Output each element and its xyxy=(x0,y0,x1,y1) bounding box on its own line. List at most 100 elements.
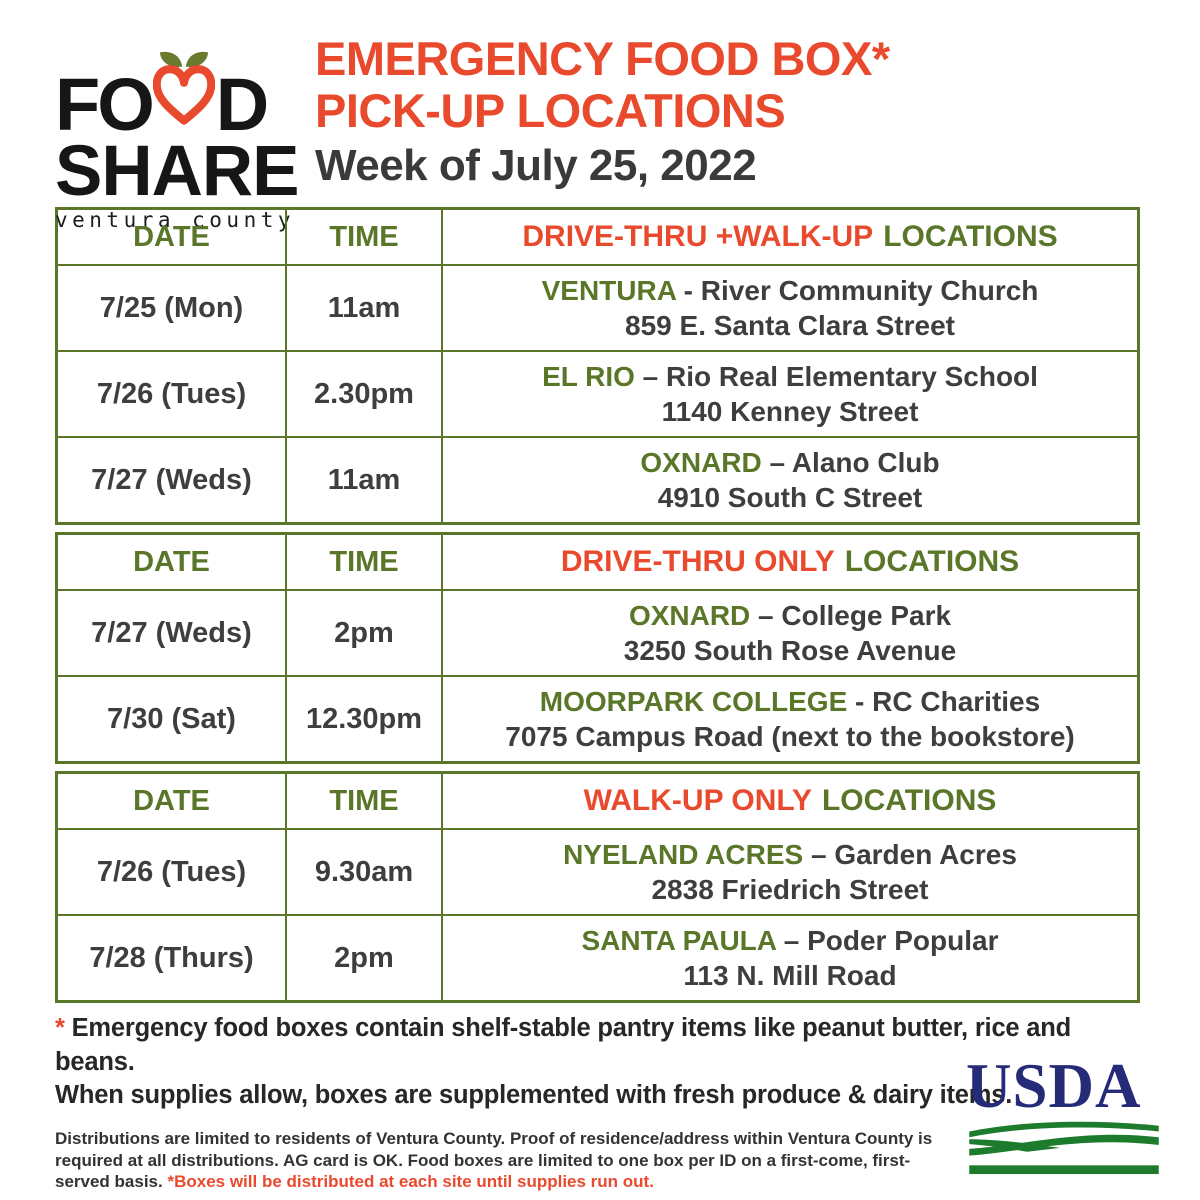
location-cell: MOORPARK COLLEGE - RC Charities 7075 Cam… xyxy=(443,677,1137,761)
footnote-line1-text: Emergency food boxes contain shelf-stabl… xyxy=(55,1014,1072,1076)
location-cell: NYELAND ACRES – Garden Acres 2838 Friedr… xyxy=(443,830,1137,914)
table-row: 7/28 (Thurs) 2pm SANTA PAULA – Poder Pop… xyxy=(58,914,1137,1000)
locations-header-red: DRIVE-THRU ONLY xyxy=(560,545,835,578)
time-cell: 2pm xyxy=(287,591,443,675)
address: 3250 South Rose Avenue xyxy=(623,635,957,666)
locations-header-red: WALK-UP ONLY xyxy=(583,784,812,817)
usda-logo: USDA xyxy=(966,1051,1162,1175)
logo-text-d: D xyxy=(215,63,269,146)
separator: – xyxy=(750,599,782,631)
city-name: VENTURA xyxy=(541,274,676,306)
venue-name: Poder Popular xyxy=(807,924,999,956)
date-cell: 7/25 (Mon) xyxy=(58,266,287,350)
location-cell: VENTURA - River Community Church 859 E. … xyxy=(443,266,1137,350)
venue-name: Rio Real Elementary School xyxy=(666,360,1038,392)
date-header-cell: DATE xyxy=(58,535,287,589)
locations-header-red: DRIVE-THRU +WALK-UP xyxy=(522,220,874,253)
time-cell: 11am xyxy=(287,438,443,522)
separator: – xyxy=(775,924,808,956)
drive-thru-walk-up-table: DATE TIME DRIVE-THRU +WALK-UP LOCATIONS 7… xyxy=(55,207,1140,525)
location-cell: EL RIO – Rio Real Elementary School 1140… xyxy=(443,352,1137,436)
venue-name: Garden Acres xyxy=(834,838,1017,870)
venue-name: River Community Church xyxy=(700,274,1039,306)
separator: - xyxy=(675,274,701,306)
address: 113 N. Mill Road xyxy=(683,960,897,991)
footnote: * Emergency food boxes contain shelf-sta… xyxy=(55,1012,1140,1113)
address: 7075 Campus Road (next to the bookstore) xyxy=(505,721,1075,752)
date-cell: 7/27 (Weds) xyxy=(58,438,287,522)
date-header-cell: DATE xyxy=(58,210,287,264)
table-row: 7/25 (Mon) 11am VENTURA - River Communit… xyxy=(58,264,1137,350)
locations-header-green: LOCATIONS xyxy=(821,784,997,817)
fine-print-highlight: *Boxes will be distributed at each site … xyxy=(167,1172,654,1192)
date-cell: 7/27 (Weds) xyxy=(58,591,287,675)
drive-thru-only-table: DATE TIME DRIVE-THRU ONLY LOCATIONS 7/27 … xyxy=(55,532,1140,764)
separator: - xyxy=(847,685,873,717)
city-name: NYELAND ACRES xyxy=(563,838,804,870)
location-cell: SANTA PAULA – Poder Popular 113 N. Mill … xyxy=(443,916,1137,1000)
time-cell: 9.30am xyxy=(287,830,443,914)
logo-text-fo: FO xyxy=(55,63,155,146)
time-cell: 12.30pm xyxy=(287,677,443,761)
heart-apple-icon xyxy=(152,51,215,125)
separator: – xyxy=(634,360,667,392)
title-block: EMERGENCY FOOD BOX* PICK-UP LOCATIONS We… xyxy=(315,20,890,191)
locations-header-cell: DRIVE-THRU ONLY LOCATIONS xyxy=(443,535,1137,589)
page-title-line2: PICK-UP LOCATIONS xyxy=(315,83,786,137)
time-header-cell: TIME xyxy=(287,774,443,828)
fine-print-text: Distributions are limited to residents o… xyxy=(55,1128,933,1192)
heart-outline-icon xyxy=(152,65,215,125)
page-title-line1: EMERGENCY FOOD BOX* xyxy=(315,32,890,85)
flyer-header: FO D SHARE ventura county EMERGENCY FOOD… xyxy=(55,20,1140,232)
leaf-left-icon xyxy=(159,51,182,68)
locations-header-green: LOCATIONS xyxy=(883,220,1058,253)
city-name: SANTA PAULA xyxy=(581,924,776,956)
location-cell: OXNARD – Alano Club 4910 South C Street xyxy=(443,438,1137,522)
time-cell: 2pm xyxy=(287,916,443,1000)
time-header-cell: TIME xyxy=(287,535,443,589)
asterisk: * xyxy=(55,1014,65,1042)
logo-word-share: SHARE xyxy=(55,131,300,211)
foodshare-logo: FO D SHARE ventura county xyxy=(55,20,300,232)
city-name: EL RIO xyxy=(542,360,635,392)
separator: – xyxy=(761,446,792,478)
time-cell: 11am xyxy=(287,266,443,350)
venue-name: College Park xyxy=(781,599,952,631)
table-row: 7/27 (Weds) 2pm OXNARD – College Park 32… xyxy=(58,589,1137,675)
table-row: 7/30 (Sat) 12.30pm MOORPARK COLLEGE - RC… xyxy=(58,675,1137,761)
date-cell: 7/26 (Tues) xyxy=(58,352,287,436)
address: 1140 Kenney Street xyxy=(661,396,919,427)
table-row: 7/27 (Weds) 11am OXNARD – Alano Club 491… xyxy=(58,436,1137,522)
locations-header-cell: WALK-UP ONLY LOCATIONS xyxy=(443,774,1137,828)
city-name: OXNARD xyxy=(628,599,751,631)
separator: – xyxy=(803,838,835,870)
table-row: 7/26 (Tues) 2.30pm EL RIO – Rio Real Ele… xyxy=(58,350,1137,436)
time-cell: 2.30pm xyxy=(287,352,443,436)
address: 4910 South C Street xyxy=(657,482,923,513)
address: 2838 Friedrich Street xyxy=(651,874,929,905)
date-header-cell: DATE xyxy=(58,774,287,828)
date-cell: 7/30 (Sat) xyxy=(58,677,287,761)
logo-word-food: FO D xyxy=(55,48,293,146)
table-header-row: DATE TIME DRIVE-THRU ONLY LOCATIONS xyxy=(58,535,1137,589)
leaf-right-icon xyxy=(185,51,208,68)
table-row: 7/26 (Tues) 9.30am NYELAND ACRES – Garde… xyxy=(58,828,1137,914)
logo-subtitle: ventura county xyxy=(55,207,296,232)
address: 859 E. Santa Clara Street xyxy=(625,310,955,341)
location-cell: OXNARD – College Park 3250 South Rose Av… xyxy=(443,591,1137,675)
venue-name: Alano Club xyxy=(791,446,940,478)
usda-wordmark: USDA xyxy=(966,1051,1142,1121)
time-header-cell: TIME xyxy=(287,210,443,264)
locations-header-cell: DRIVE-THRU +WALK-UP LOCATIONS xyxy=(443,210,1137,264)
table-header-row: DATE TIME DRIVE-THRU +WALK-UP LOCATIONS xyxy=(58,210,1137,264)
locations-header-green: LOCATIONS xyxy=(844,545,1020,578)
table-header-row: DATE TIME WALK-UP ONLY LOCATIONS xyxy=(58,774,1137,828)
date-cell: 7/28 (Thurs) xyxy=(58,916,287,1000)
city-name: OXNARD xyxy=(640,446,762,478)
city-name: MOORPARK COLLEGE xyxy=(539,685,848,717)
footnote-line1: * Emergency food boxes contain shelf-sta… xyxy=(55,1012,1140,1079)
footnote-line2: When supplies allow, boxes are supplemen… xyxy=(55,1081,1013,1110)
walk-up-only-table: DATE TIME WALK-UP ONLY LOCATIONS 7/26 (Tu… xyxy=(55,771,1140,1003)
date-cell: 7/26 (Tues) xyxy=(58,830,287,914)
